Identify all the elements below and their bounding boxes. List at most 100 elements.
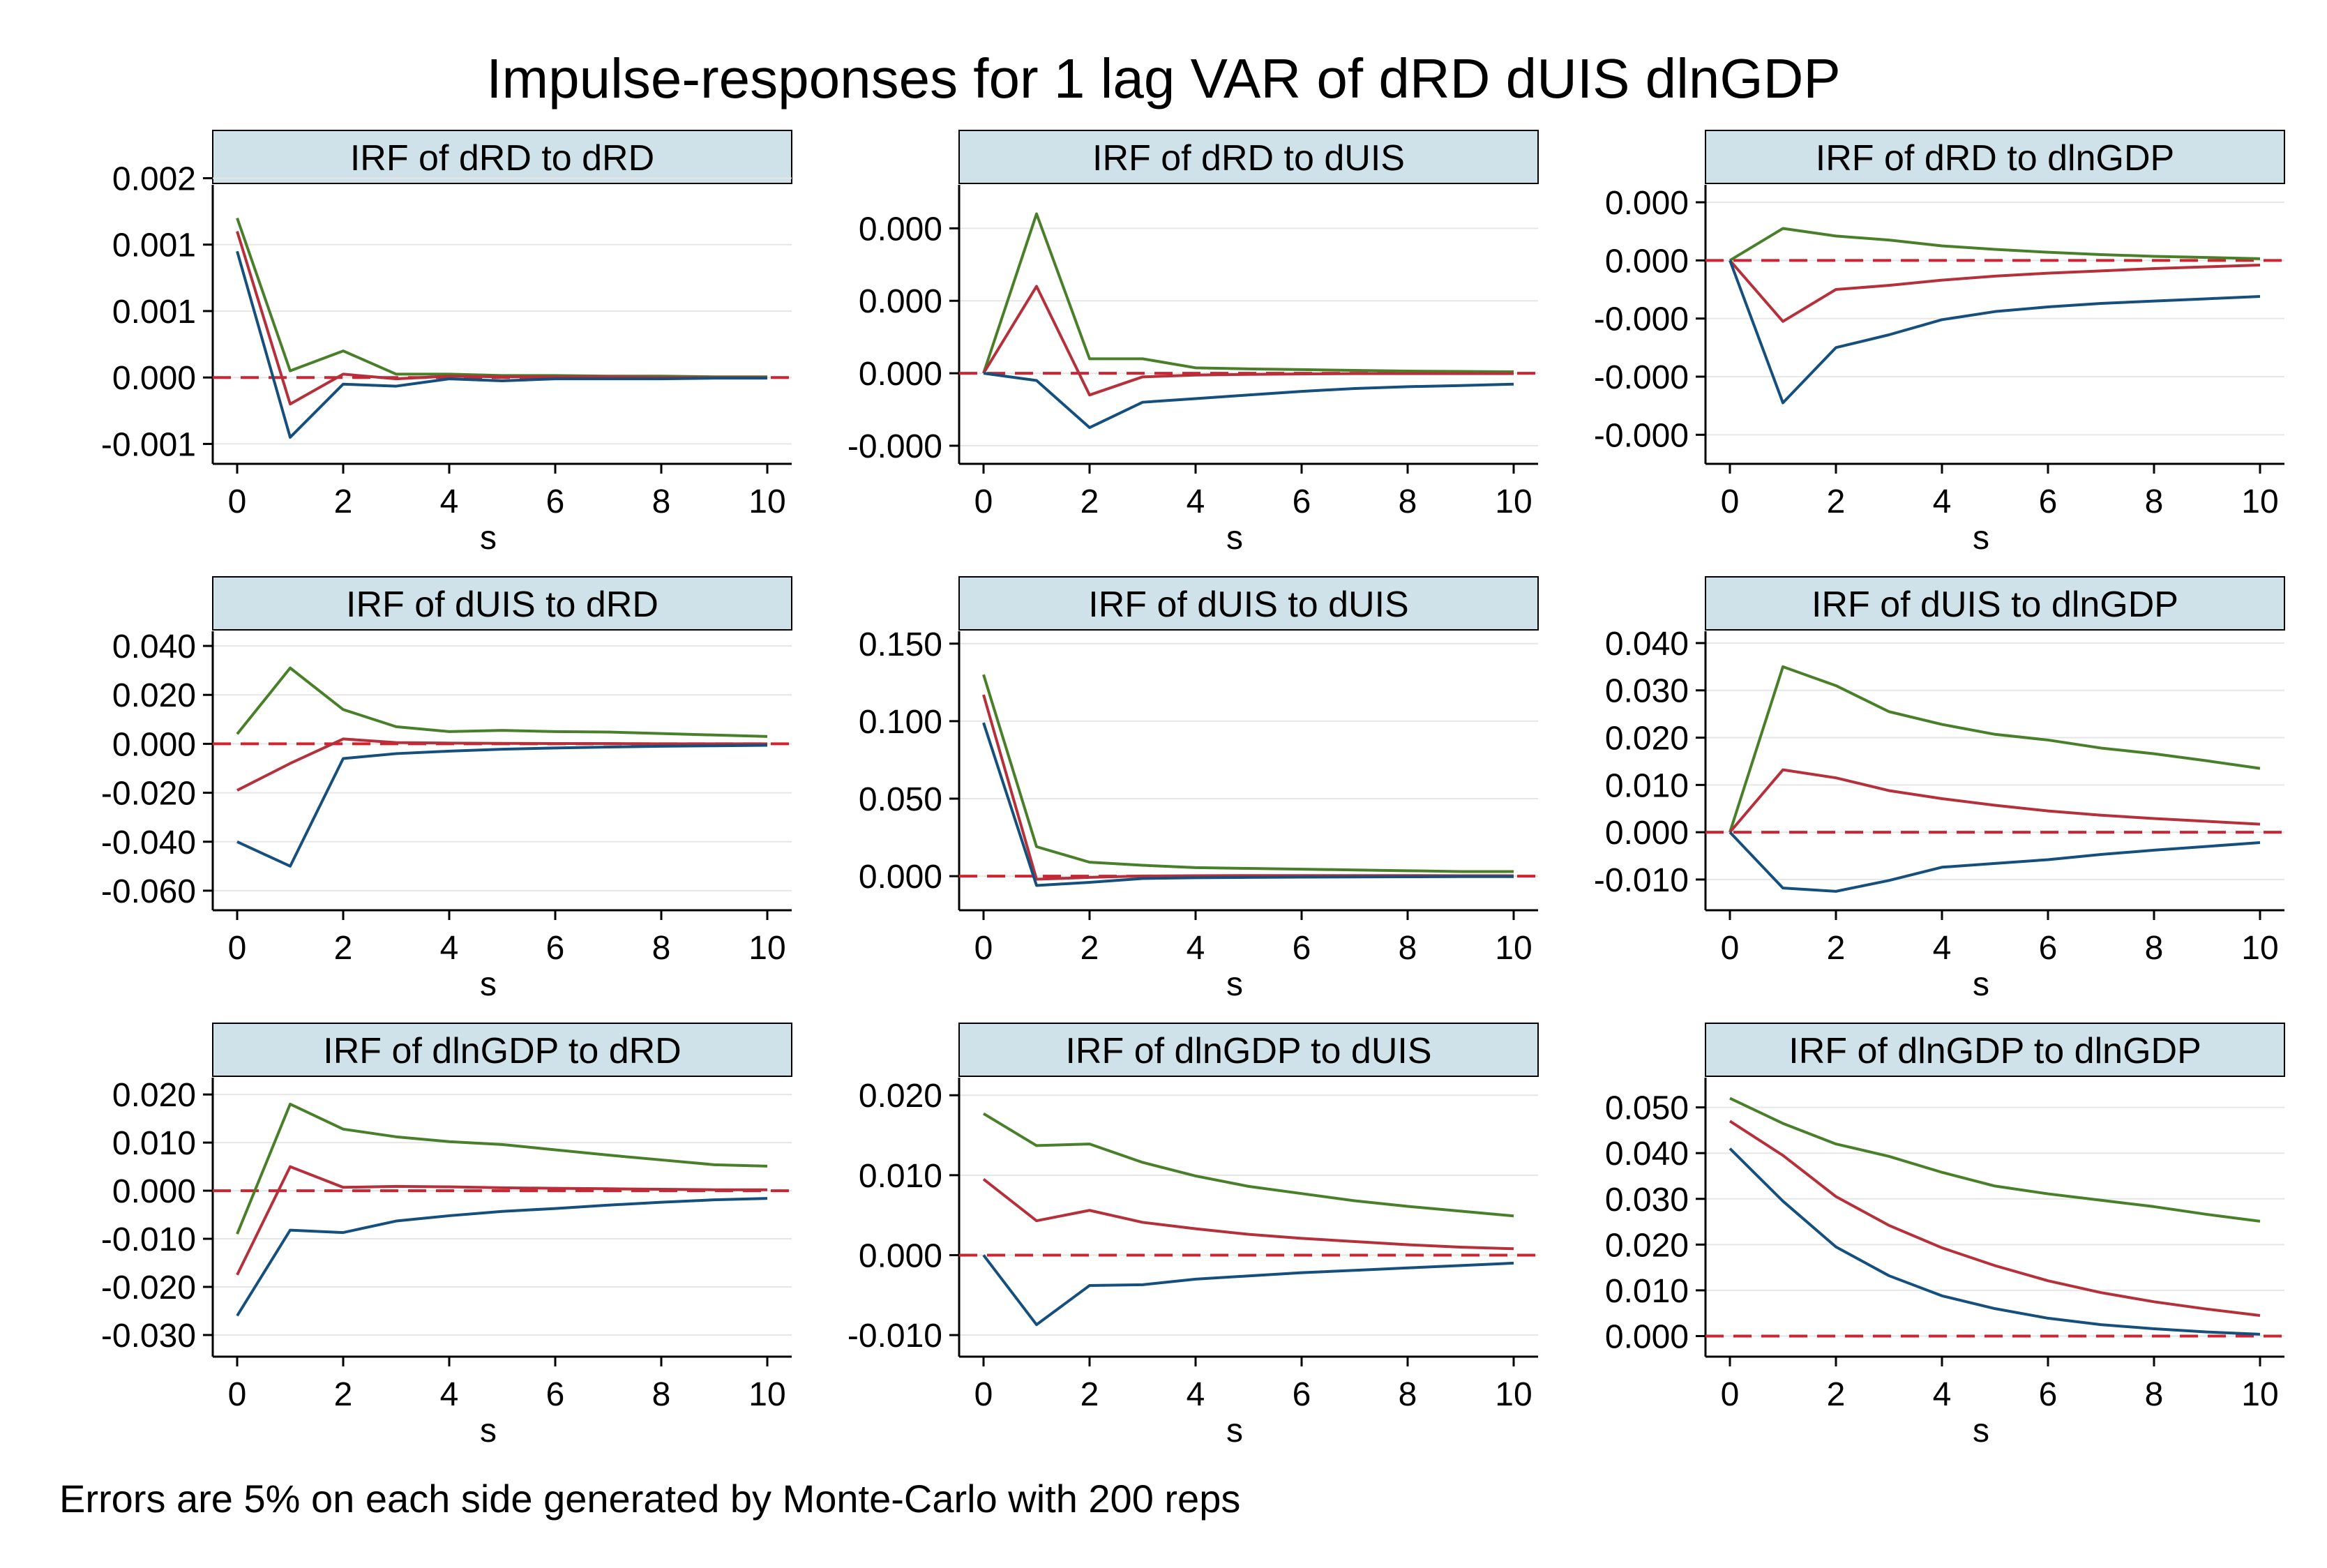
x-tick-label: 10 [1495,1376,1532,1413]
y-tick-label: 0.000 [859,211,942,248]
panel-header [212,130,792,184]
y-tick-label: -0.060 [101,873,196,910]
x-tick-label: 10 [1495,930,1532,967]
x-tick-label: 8 [652,930,671,967]
series-line-irf [982,694,1514,881]
series-line-upper [236,1102,768,1235]
y-tick-label: 0.000 [859,356,942,393]
y-tick-label: 0.050 [1605,1090,1689,1127]
panel-title: IRF of dlnGDP to dUIS [1065,1031,1431,1071]
y-tick-label: 0.001 [112,227,196,264]
x-tick-label: 6 [546,930,565,967]
x-tick-label: 0 [974,483,993,520]
x-tick-label: 10 [2241,483,2278,520]
x-tick-label: 4 [440,930,459,967]
x-tick-label: 10 [1495,483,1532,520]
x-tick-label: 8 [1399,930,1417,967]
series-line-irf [1729,1120,2261,1317]
x-tick-label: 6 [1293,1376,1311,1413]
y-tick-label: 0.010 [1605,767,1689,804]
x-tick-label: 8 [2145,930,2164,967]
y-tick-label: 0.030 [1605,1182,1689,1219]
x-axis-label: s [1226,520,1243,557]
y-tick-label: -0.000 [1594,301,1689,338]
x-tick-label: 2 [1080,930,1099,967]
y-tick-label: -0.000 [1594,359,1689,396]
irf-panel: IRF of dUIS to dUIS 0.000 0.050 0.100 0.150 0… [859,576,1539,1003]
y-tick-label: 0.000 [112,726,196,763]
panel-title: IRF of dUIS to dUIS [1088,585,1409,625]
irf-panel: IRF of dlnGDP to dRD -0.030 -0.020 -0.010 0.… [101,1023,792,1449]
panel-title: IRF of dRD to dlnGDP [1816,138,2174,179]
x-tick-label: 2 [1080,483,1099,520]
series-line-upper [236,217,767,379]
x-tick-label: 2 [334,1376,353,1413]
x-tick-label: 10 [748,1376,785,1413]
y-tick-label: -0.000 [848,428,942,465]
x-tick-label: 4 [440,1376,459,1413]
x-tick-label: 6 [1293,483,1311,520]
series-line-upper [1729,1096,2261,1223]
series-line-upper [982,1112,1514,1218]
series-line-lower [1729,259,2261,405]
y-tick-label: -0.010 [848,1318,942,1355]
series-line-lower [236,250,767,439]
x-tick-label: 2 [1080,1376,1099,1413]
x-axis-label: s [1973,1412,1989,1449]
x-tick-label: 6 [2039,930,2058,967]
series-line-irf [236,737,767,792]
y-tick-label: -0.001 [101,426,196,463]
panel-title: IRF of dlnGDP to dlnGDP [1788,1031,2201,1071]
series-line-irf [1729,768,2261,834]
y-tick-label: -0.010 [101,1221,196,1258]
series-line-lower [982,722,1514,887]
y-tick-label: 0.020 [1605,1227,1689,1264]
panel-header [1705,130,2285,184]
x-axis-label: s [480,966,497,1003]
x-tick-label: 8 [1399,1376,1417,1413]
panel-title: IRF of dUIS to dRD [346,585,658,625]
x-tick-label: 0 [1721,930,1740,967]
y-tick-label: 0.000 [1605,185,1689,222]
x-tick-label: 0 [1721,483,1740,520]
series-line-upper [982,674,1514,873]
x-tick-label: 8 [652,1376,671,1413]
y-tick-label: 0.000 [1605,243,1689,280]
y-tick-label: 0.020 [859,1078,942,1115]
y-tick-label: -0.020 [101,776,196,813]
series-line-upper [982,212,1514,374]
x-tick-label: 10 [748,483,785,520]
panel-header [1705,576,2285,631]
y-tick-label: -0.020 [101,1269,196,1306]
y-tick-label: -0.030 [101,1318,196,1355]
x-tick-label: 4 [1187,930,1205,967]
footnote: Errors are 5% on each side generated by … [59,1477,1240,1521]
x-tick-label: 4 [1933,1376,1952,1413]
series-line-upper [1729,665,2261,833]
panel-header [212,576,792,631]
x-tick-label: 0 [228,930,247,967]
x-axis-label: s [480,520,497,557]
series-line-upper [236,666,768,738]
y-tick-label: 0.010 [112,1125,196,1162]
series-line-lower [982,1254,1514,1327]
x-tick-label: 4 [1187,1376,1205,1413]
y-tick-label: -0.000 [1594,417,1689,454]
series-line-lower [236,744,768,868]
y-tick-label: 0.020 [112,677,196,714]
x-tick-label: 2 [1827,930,1846,967]
irf-panel: IRF of dRD to dUIS -0.000 0.000 0.000 0.000 0… [848,130,1539,557]
panel-title: IRF of dRD to dUIS [1092,138,1405,179]
x-tick-label: 6 [2039,1376,2058,1413]
y-tick-label: 0.020 [112,1077,196,1114]
y-tick-label: 0.040 [112,628,196,665]
x-tick-label: 0 [228,483,247,520]
panel-header [958,1023,1539,1077]
x-tick-label: 10 [2241,1376,2278,1413]
y-tick-label: 0.000 [112,360,196,397]
x-tick-label: 2 [1827,1376,1846,1413]
x-axis-label: s [1226,966,1243,1003]
series-line-irf [982,285,1514,397]
x-tick-label: 2 [334,930,353,967]
